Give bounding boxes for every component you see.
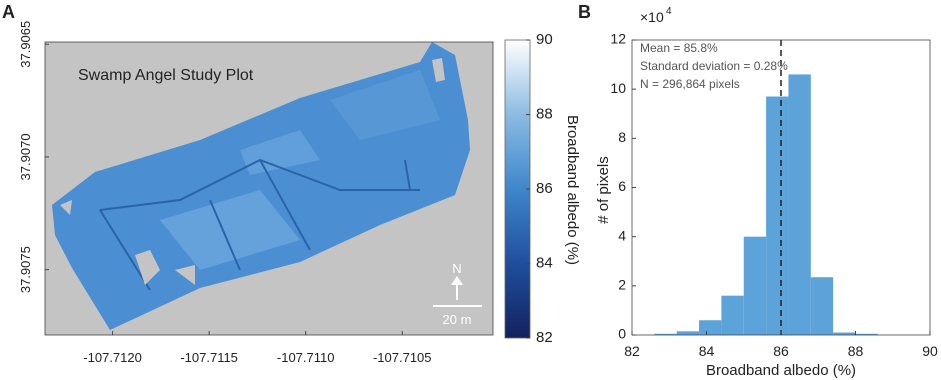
y-tick-label: 6 [618, 178, 626, 194]
colorbar-tick-label: 84 [536, 254, 553, 271]
map-trail [404, 159, 411, 191]
map-gap [135, 250, 160, 285]
x-tick-label: -107.7120 [83, 350, 142, 365]
colorbar-tick-label: 82 [536, 329, 553, 346]
stats-annotation: Standard deviation = 0.28% [640, 59, 788, 73]
histogram-bar [855, 333, 878, 335]
histogram-bar [743, 236, 767, 335]
map-gap [60, 200, 72, 215]
map-frame [44, 41, 494, 336]
panel-letter: A [2, 2, 15, 22]
map-gap [175, 265, 195, 285]
map-annotation: Swamp Angel Study Plot [78, 67, 254, 84]
stats-annotation: Mean = 85.8% [640, 41, 718, 55]
y-axis-label: # of pixels [595, 156, 612, 224]
scale-label: 20 m [443, 312, 472, 327]
colorbar-tick-label: 86 [536, 180, 553, 197]
map-gap [432, 58, 445, 82]
stats-annotation: N = 296,864 pixels [640, 77, 740, 91]
panel-letter: B [578, 2, 591, 22]
y-tick-label: 37.9070 [18, 133, 33, 180]
map-trail [259, 159, 311, 251]
y-tick-label: 37.9065 [18, 21, 33, 68]
north-arrowhead [451, 276, 463, 285]
x-tick-label: -107.7110 [277, 350, 335, 365]
x-tick-label: 82 [624, 343, 640, 359]
colorbar-tick-label: 88 [536, 105, 553, 122]
colorbar-label: Broadband albedo (%) [564, 115, 581, 265]
y-tick-label: 2 [618, 277, 626, 293]
histogram-bar [788, 74, 811, 336]
y-multiplier: ×10 [640, 9, 664, 25]
map-patch [160, 190, 300, 270]
y-tick-label: 12 [610, 31, 626, 47]
map-patch [330, 70, 440, 140]
histogram-bar [833, 332, 856, 335]
x-axis-label: Broadband albedo (%) [706, 362, 856, 379]
map-patch [240, 130, 320, 175]
histogram-bar [810, 277, 834, 335]
histogram-bar [699, 320, 722, 335]
histogram-bar [766, 96, 789, 336]
y-tick-label: 10 [610, 80, 626, 96]
histogram-bar [721, 295, 744, 335]
x-tick-label: -107.7105 [373, 350, 432, 365]
histogram-bar [676, 331, 700, 335]
y-tick-label: 8 [618, 129, 626, 145]
x-tick-label: -107.7115 [180, 350, 238, 365]
y-multiplier-exp: 4 [666, 6, 672, 17]
y-tick-label: 37.9075 [18, 246, 33, 293]
north-label: N [452, 261, 461, 276]
map-trail [99, 209, 151, 291]
x-tick-label: 84 [699, 343, 715, 359]
x-tick-label: 88 [848, 343, 864, 359]
x-tick-label: 90 [922, 343, 938, 359]
colorbar-tick-label: 90 [536, 31, 553, 48]
colorbar [504, 39, 531, 339]
y-tick-label: 0 [618, 326, 626, 342]
histogram-bar [654, 333, 677, 335]
x-tick-label: 86 [773, 343, 789, 359]
y-tick-label: 4 [618, 227, 626, 243]
map-trail [209, 199, 241, 271]
